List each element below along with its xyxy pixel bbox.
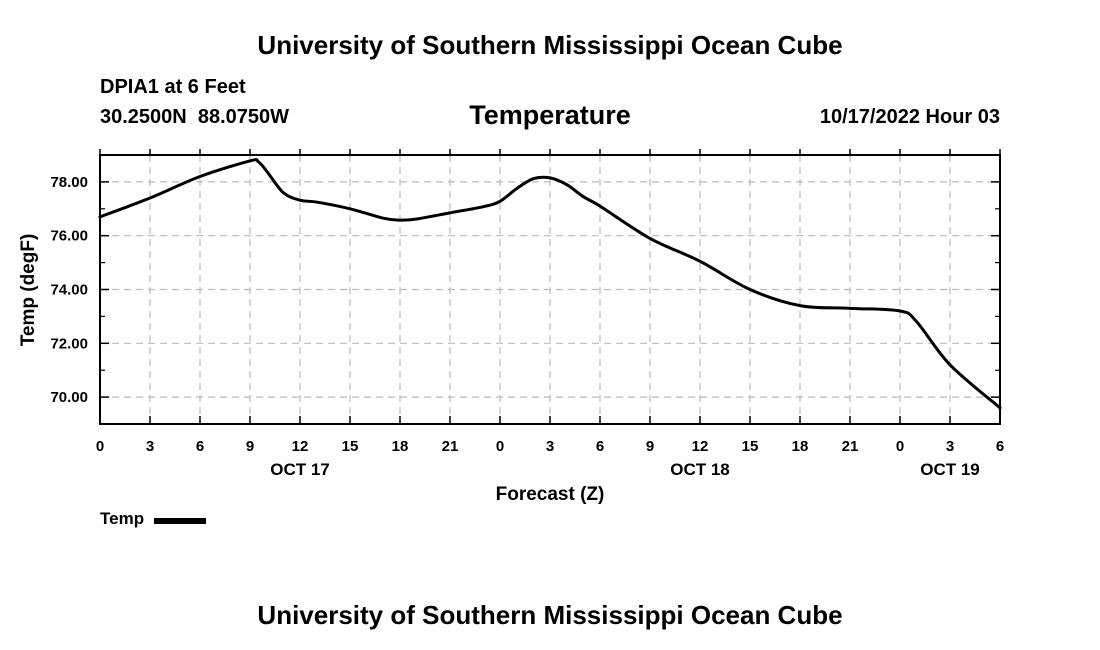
- x-tick-label: 21: [842, 438, 859, 455]
- x-tick-label: 18: [392, 438, 409, 455]
- y-tick-label: 72.00: [50, 335, 88, 352]
- x-tick-label: 3: [546, 438, 554, 455]
- x-date-label: OCT 19: [920, 460, 980, 479]
- x-tick-label: 15: [742, 438, 759, 455]
- main-title: University of Southern Mississippi Ocean…: [257, 30, 843, 60]
- x-tick-label: 12: [692, 438, 709, 455]
- x-axis-label: Forecast (Z): [496, 484, 605, 505]
- x-tick-label: 6: [196, 438, 204, 455]
- x-tick-label: 6: [596, 438, 604, 455]
- legend-label: Temp: [100, 509, 145, 528]
- footer-title: University of Southern Mississippi Ocean…: [257, 600, 843, 630]
- x-tick-label: 6: [996, 438, 1004, 455]
- run-time: 10/17/2022 Hour 03: [819, 106, 1000, 128]
- label-layer: 0 3 6 9 12 15 18 21 0 3 6 9 12 15 18 21 0 3 6 70.00 72.00 74.…: [50, 174, 1004, 479]
- x-tick-label: 9: [646, 438, 654, 455]
- plot-frame: [99, 154, 1001, 425]
- y-axis-label: Temp (degF): [18, 234, 39, 347]
- station-name: DPIA1 at 6 Feet: [100, 76, 246, 98]
- grid-layer: [100, 155, 1000, 424]
- temp-series-line: [98, 158, 1002, 410]
- x-tick-label: 9: [246, 438, 254, 455]
- station-coords: 30.2500N 88.0750W: [100, 106, 290, 128]
- y-tick-label: 70.00: [50, 389, 88, 406]
- y-tick-label: 76.00: [50, 228, 88, 245]
- legend: Temp: [100, 509, 207, 529]
- y-tick-label: 78.00: [50, 174, 88, 191]
- x-tick-label: 3: [146, 438, 154, 455]
- x-tick-label: 0: [496, 438, 504, 455]
- x-tick-label: 0: [896, 438, 904, 455]
- x-date-label: OCT 17: [270, 460, 330, 479]
- x-tick-label: 0: [96, 438, 104, 455]
- tick-layer: [99, 149, 1001, 425]
- x-tick-label: 3: [946, 438, 954, 455]
- x-tick-label: 15: [342, 438, 359, 455]
- chart-title: Temperature: [469, 100, 631, 130]
- x-tick-label: 12: [292, 438, 309, 455]
- x-date-label: OCT 18: [670, 460, 730, 479]
- x-tick-label: 21: [442, 438, 459, 455]
- y-tick-label: 74.00: [50, 282, 88, 299]
- x-tick-label: 18: [792, 438, 809, 455]
- legend-swatch: [154, 517, 207, 524]
